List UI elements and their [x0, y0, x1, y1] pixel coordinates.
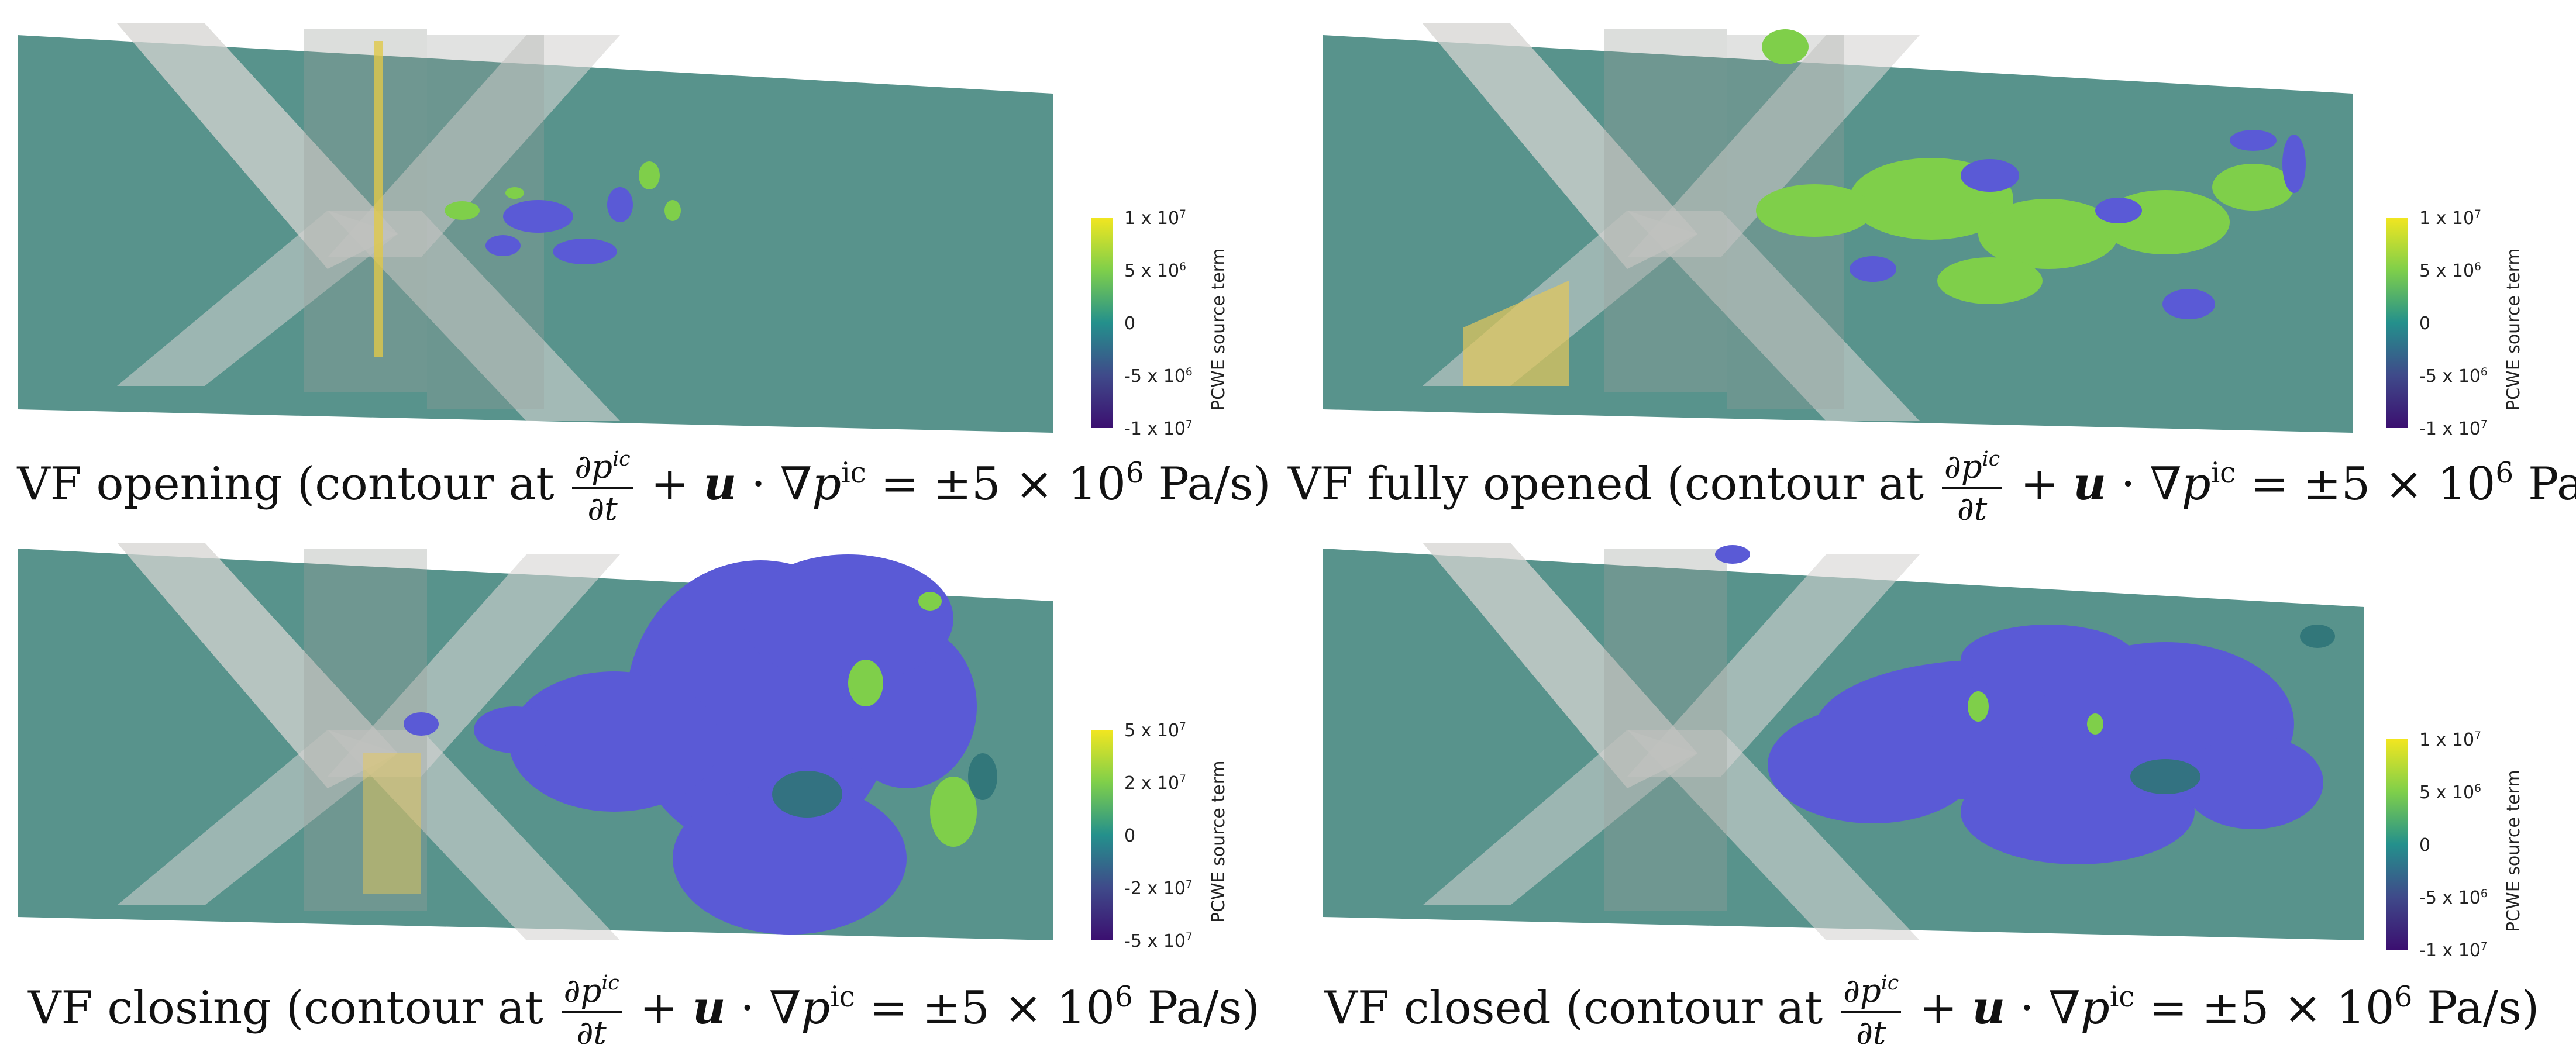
colorbar-title: PCWE source term: [2503, 770, 2524, 932]
panel-vf-fully-opened: 1 x 107 5 x 106 0 -5 x 106 -1 x 107 PCWE…: [1288, 0, 2576, 531]
colorbar-title: PCWE source term: [2503, 248, 2524, 411]
colorbar-tick: -1 x 107: [2419, 419, 2488, 440]
colorbar-gradient: [1091, 730, 1113, 940]
colorbar-tick: -1 x 107: [1124, 419, 1193, 440]
flow-visualization: [1323, 23, 2353, 433]
colorbar-tick: 0: [2419, 835, 2431, 856]
colorbar-tick: 1 x 107: [1124, 208, 1186, 229]
colorbar-title: PCWE source term: [1208, 760, 1229, 923]
flow-visualization: [18, 543, 1053, 940]
colorbar-tick: -5 x 106: [2419, 888, 2488, 909]
colorbar-tick: 0: [2419, 313, 2431, 335]
colorbar-tick: 0: [1124, 313, 1136, 335]
colorbar-tick: 0: [1124, 826, 1136, 847]
colorbar-tick: -5 x 106: [1124, 366, 1193, 387]
panel-caption: VF closing (contour at ∂pic ∂t + u · ∇pic…: [28, 971, 1260, 1052]
panel-vf-opening: 1 x 107 5 x 106 0 -5 x 106 -1 x 107 PCWE…: [0, 0, 1288, 531]
panel-caption: VF fully opened (contour at ∂pic ∂t + u ·…: [1288, 447, 2576, 528]
colorbar-tick: -1 x 107: [2419, 940, 2488, 961]
colorbar-gradient: [2386, 218, 2408, 428]
flow-visualization: [1323, 543, 2364, 940]
colorbar-tick: 5 x 106: [1124, 261, 1186, 282]
panel-vf-closing: 5 x 107 2 x 107 0 -2 x 107 -5 x 107 PCWE…: [0, 531, 1288, 1062]
colorbar-gradient: [2386, 739, 2408, 950]
colorbar-tick: 5 x 107: [1124, 720, 1186, 742]
colorbar-tick: 2 x 107: [1124, 773, 1186, 794]
panel-caption: VF closed (contour at ∂pic ∂t + u · ∇pic …: [1324, 971, 2540, 1052]
colorbar-tick: -2 x 107: [1124, 878, 1193, 899]
colorbar-tick: -5 x 106: [2419, 366, 2488, 387]
panel-vf-closed: 1 x 107 5 x 106 0 -5 x 106 -1 x 107 PCWE…: [1288, 531, 2576, 1062]
colorbar-gradient: [1091, 218, 1113, 428]
colorbar-tick: 1 x 107: [2419, 730, 2481, 751]
colorbar-tick: 1 x 107: [2419, 208, 2481, 229]
colorbar-tick: 5 x 106: [2419, 782, 2481, 804]
colorbar-tick: 5 x 106: [2419, 261, 2481, 282]
colorbar-tick: -5 x 107: [1124, 931, 1193, 952]
panel-caption: VF opening (contour at ∂pic ∂t + u · ∇pic…: [17, 447, 1271, 528]
colorbar-title: PCWE source term: [1208, 248, 1229, 411]
flow-visualization: [18, 23, 1053, 433]
